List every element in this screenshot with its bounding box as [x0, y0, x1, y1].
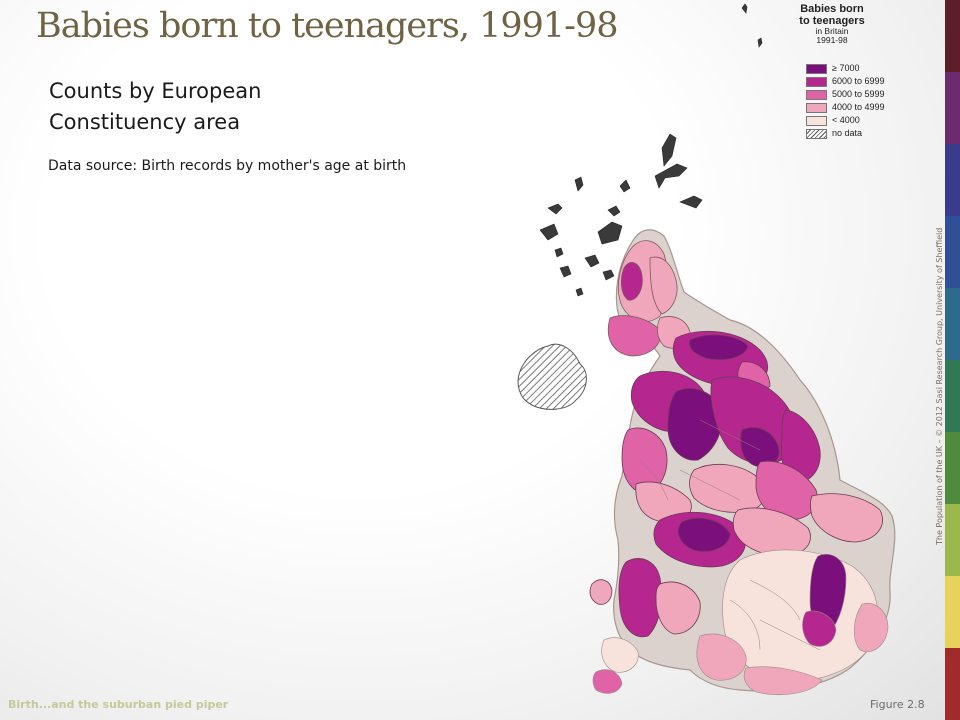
- accent-strip-segment: [945, 144, 960, 216]
- legend-subtitle-line2: 1991-98: [816, 35, 848, 45]
- map-legend: Babies born to teenagers in Britain 1991…: [776, 0, 910, 152]
- accent-strip-segment: [945, 504, 960, 576]
- accent-color-strip: [945, 0, 960, 720]
- data-source-note: Data source: Birth records by mother's a…: [48, 158, 407, 174]
- accent-strip-segment: [945, 360, 960, 432]
- legend-swatch: [806, 64, 827, 74]
- legend-subtitle: in Britain 1991-98: [794, 27, 870, 45]
- copyright-credit: The Population of the UK – © 2012 Sasi R…: [935, 227, 944, 545]
- legend-swatch: [806, 77, 827, 87]
- accent-strip-segment: [945, 576, 960, 648]
- legend-swatch: [806, 90, 827, 100]
- legend-label: ≥ 7000: [832, 63, 860, 73]
- constituency-boundaries: [639, 419, 821, 651]
- slide-title: Babies born to teenagers, 1991-98: [36, 6, 619, 46]
- scottish-islands: [539, 3, 763, 297]
- accent-strip-segment: [945, 432, 960, 504]
- footer-section-title: Birth...and the suburban pied piper: [8, 698, 229, 711]
- northern-ireland-no-data: [517, 343, 587, 410]
- legend-swatch: [806, 103, 827, 113]
- legend-label: 6000 to 6999: [832, 76, 885, 86]
- legend-swatch-hatch: [806, 129, 827, 139]
- accent-strip-segment: [945, 288, 960, 360]
- legend-swatch: [806, 116, 827, 126]
- slide-subtitle: Counts by European Constituency area: [49, 79, 262, 134]
- legend-subtitle-line1: in Britain: [815, 26, 849, 36]
- scotland-regions: [607, 240, 691, 357]
- wales-regions: [589, 558, 701, 638]
- legend-label: 4000 to 4999: [832, 102, 885, 112]
- legend-label: no data: [832, 128, 863, 138]
- midlands-regions: [653, 460, 883, 568]
- accent-strip-segment: [945, 648, 960, 720]
- cartogram-map: [517, 3, 896, 695]
- figure-number: Figure 2.8: [870, 698, 925, 711]
- legend-title: Babies born to teenagers: [799, 3, 865, 27]
- legend-label: 5000 to 5999: [832, 89, 885, 99]
- accent-strip-segment: [945, 72, 960, 144]
- accent-strip-segment: [945, 216, 960, 288]
- accent-strip-segment: [945, 0, 960, 72]
- legend-label: < 4000: [832, 115, 860, 125]
- south-east-regions: [592, 549, 889, 695]
- northern-england-regions: [621, 330, 821, 523]
